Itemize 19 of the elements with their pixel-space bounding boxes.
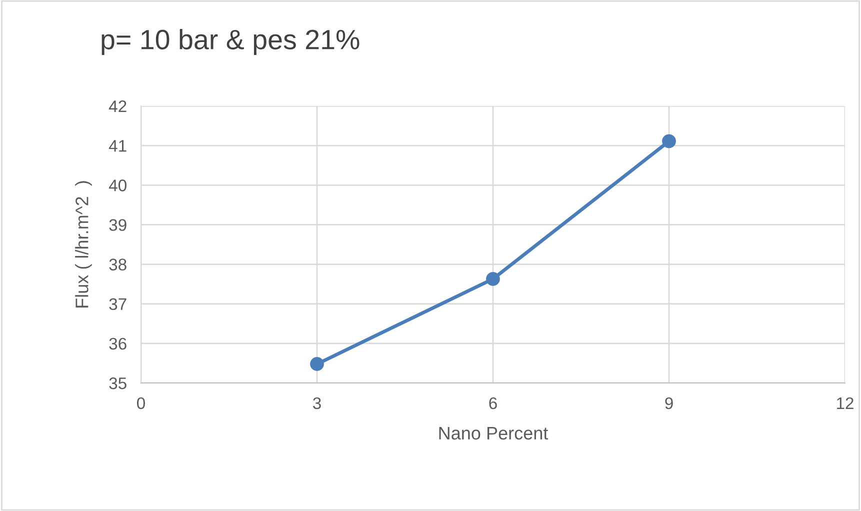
x-tick-label: 6	[489, 397, 497, 410]
x-tick-label: 12	[837, 397, 854, 409]
y-axis-title: Flux ( l/hr.m^2 )	[75, 181, 92, 308]
y-tick-label: 41	[108, 140, 126, 152]
x-tick-label: 0	[137, 397, 145, 410]
y-tick-label: 39	[109, 219, 126, 231]
x-tick-label: 9	[665, 397, 673, 410]
y-tick-label: 40	[108, 180, 126, 192]
chart-title: p= 10 bar & pes 21%	[102, 29, 360, 55]
y-tick-label: 42	[108, 100, 126, 112]
point	[310, 357, 324, 371]
x-axis-title: Nano Percent	[439, 426, 548, 440]
y-tick-label: 37	[109, 298, 126, 310]
y-tick-label: 36	[109, 338, 126, 350]
point	[486, 272, 500, 286]
x-tick-label: 3	[313, 397, 321, 410]
y-tick-label: 38	[109, 258, 126, 270]
point	[662, 134, 676, 148]
y-tick-label: 35	[109, 377, 126, 390]
